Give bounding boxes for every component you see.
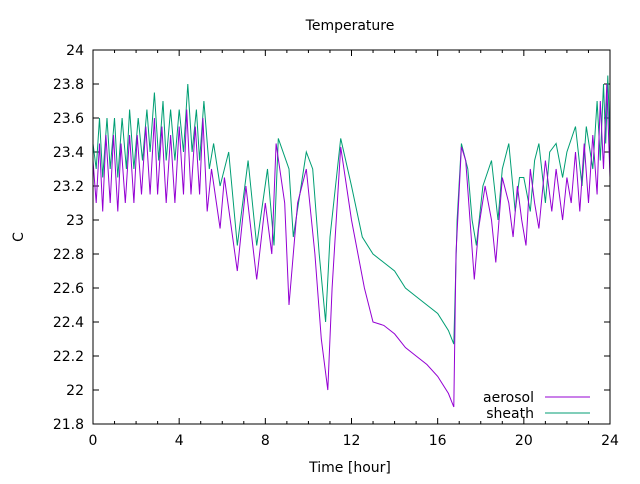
- y-tick-label: 22.6: [53, 281, 84, 297]
- series-line-aerosol: [92, 83, 611, 408]
- y-tick-label: 23.2: [53, 179, 84, 195]
- x-tick-label: 8: [261, 433, 270, 449]
- x-tick-label: 12: [343, 433, 361, 449]
- y-tick-label: 22.4: [53, 315, 84, 331]
- y-tick-label: 23: [66, 213, 84, 229]
- y-tick-label: 21.8: [53, 417, 84, 433]
- y-tick-label: 23.4: [53, 145, 84, 161]
- x-tick-label: 20: [515, 433, 533, 449]
- x-tick-label: 16: [429, 433, 447, 449]
- y-tick-label: 24: [66, 43, 84, 59]
- y-tick-label: 22.2: [53, 349, 84, 365]
- x-tick-label: 0: [89, 433, 98, 449]
- legend-label-sheath: sheath: [486, 406, 534, 422]
- legend-label-aerosol: aerosol: [483, 390, 534, 406]
- plot-border: [92, 49, 611, 425]
- y-tick-label: 23.8: [53, 77, 84, 93]
- x-tick-label: 24: [601, 433, 619, 449]
- x-axis-label: Time [hour]: [308, 460, 391, 476]
- chart-title: Temperature: [305, 18, 395, 34]
- y-axis-label: C: [11, 232, 27, 242]
- series-line-sheath: [92, 75, 611, 345]
- y-tick-label: 22.8: [53, 247, 84, 263]
- x-tick-label: 4: [175, 433, 184, 449]
- y-tick-label: 22: [66, 383, 84, 399]
- y-tick-label: 23.6: [53, 111, 84, 127]
